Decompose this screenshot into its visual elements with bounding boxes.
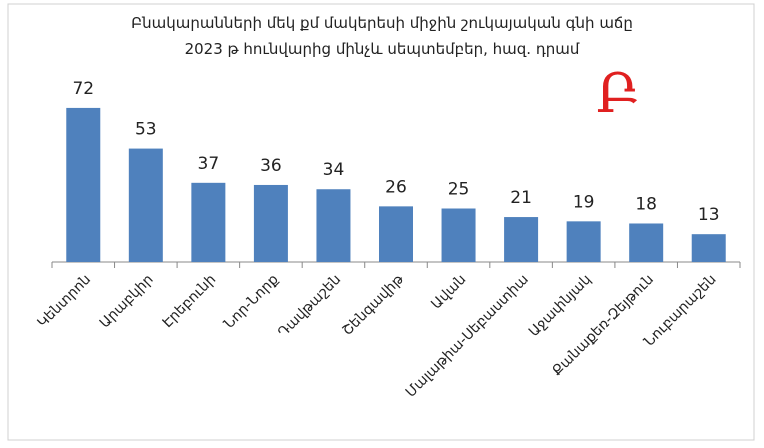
bar: [441, 208, 476, 262]
data-label: 34: [323, 160, 345, 180]
chart-subtitle: 2023 թ հունվարից մինչև սեպտեմբեր, հազ. դ…: [185, 40, 580, 58]
data-label: 36: [260, 156, 282, 176]
data-label: 72: [72, 79, 94, 99]
bar: [253, 184, 288, 262]
data-label: 53: [135, 120, 157, 140]
bar: [566, 221, 601, 262]
data-label: 37: [198, 154, 220, 174]
data-label: 19: [573, 192, 595, 212]
bar: [66, 107, 101, 262]
bar: [128, 148, 163, 262]
bar: [504, 217, 539, 262]
bar: [316, 189, 351, 262]
bar: [191, 182, 226, 262]
data-label: 13: [698, 205, 720, 225]
data-label: 26: [385, 177, 407, 197]
chart-title: Բնակարանների մեկ քմ մակերեսի միջին շուկա…: [131, 14, 633, 32]
bar: [379, 206, 413, 262]
data-label: 25: [448, 180, 470, 200]
bar: [629, 223, 664, 262]
bar: [691, 234, 726, 262]
logo: Բ: [596, 62, 640, 125]
data-label: 18: [635, 194, 657, 214]
data-label: 21: [510, 188, 532, 208]
